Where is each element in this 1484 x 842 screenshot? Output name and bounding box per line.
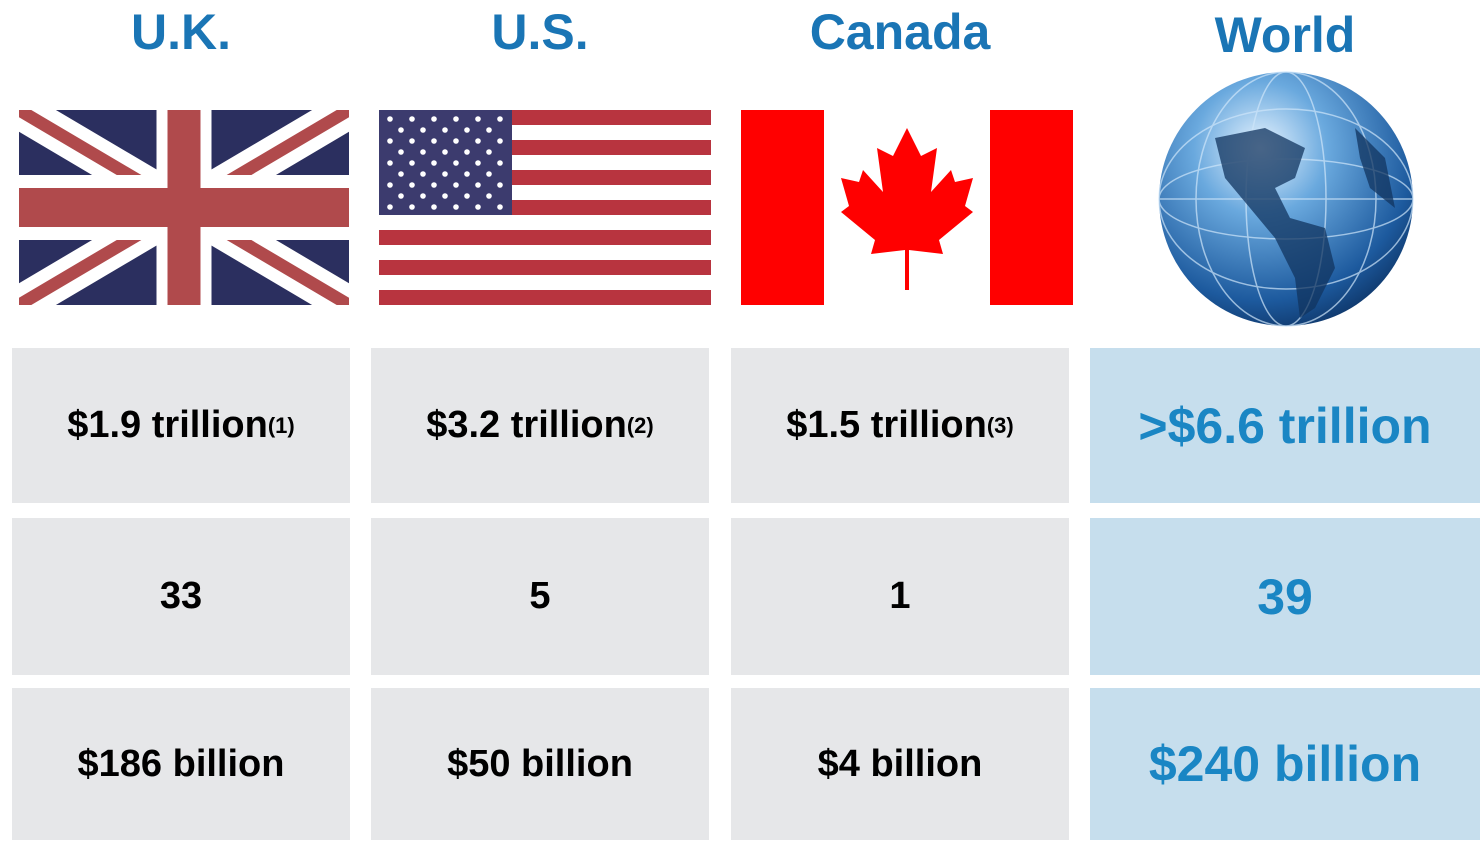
column-header: World xyxy=(1214,7,1356,63)
cell-text: $240 billion xyxy=(1148,736,1422,792)
us-flag xyxy=(379,110,711,305)
uk-flag xyxy=(19,110,349,305)
cell-text: $186 billion xyxy=(77,742,285,785)
cell-text: 5 xyxy=(529,575,551,617)
column-header: U.S. xyxy=(491,4,589,60)
table-cell: $4 billion xyxy=(731,688,1069,840)
cell-text: 39 xyxy=(1257,568,1313,625)
cell-text: $1.9 trillion xyxy=(67,404,268,446)
table-cell: $50 billion xyxy=(371,688,709,840)
column-header: Canada xyxy=(809,4,991,60)
cell-text: 33 xyxy=(159,575,203,617)
cell-text: $4 billion xyxy=(817,742,983,785)
table-cell: $3.2 trillion (2) xyxy=(371,348,709,503)
table-cell: 1 xyxy=(731,518,1069,675)
table-cell: $186 billion xyxy=(12,688,350,840)
table-cell: 33 xyxy=(12,518,350,675)
globe xyxy=(1158,71,1414,327)
table-cell: >$6.6 trillion xyxy=(1090,348,1480,503)
table-cell: $1.5 trillion (3) xyxy=(731,348,1069,503)
cell-text: 1 xyxy=(889,575,911,617)
canada-flag xyxy=(741,110,1073,305)
table-cell: $1.9 trillion (1) xyxy=(12,348,350,503)
table-cell: $240 billion xyxy=(1090,688,1480,840)
column-header: U.K. xyxy=(131,4,231,60)
cell-text: $50 billion xyxy=(447,742,633,785)
cell-text: >$6.6 trillion xyxy=(1138,397,1432,454)
cell-text: $3.2 trillion xyxy=(426,404,627,446)
cell-text: $1.5 trillion xyxy=(786,404,987,446)
table-cell: 5 xyxy=(371,518,709,675)
table-cell: 39 xyxy=(1090,518,1480,675)
